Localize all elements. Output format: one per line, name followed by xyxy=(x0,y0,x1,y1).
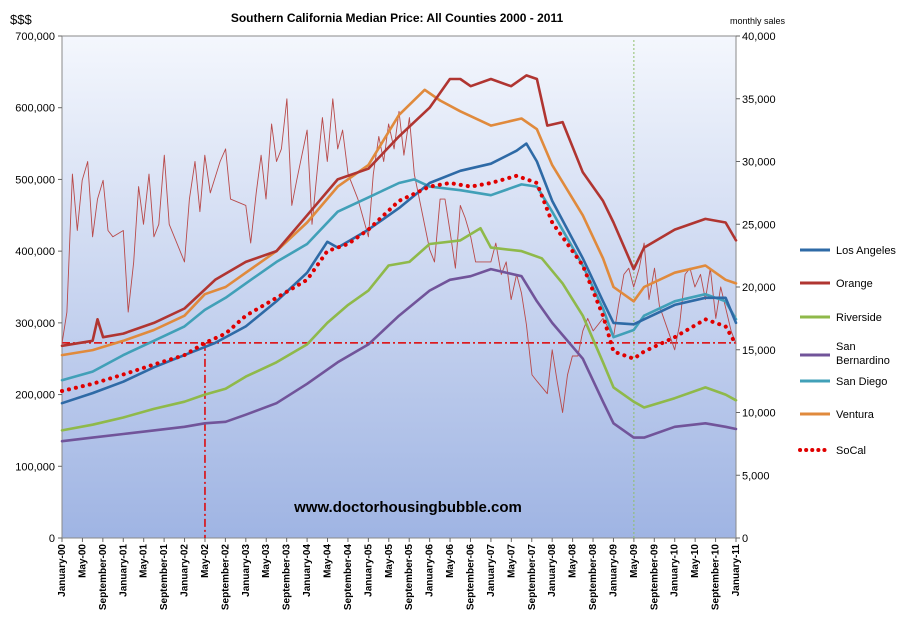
legend: Los Angeles Orange Riverside San Bernardino S… xyxy=(798,245,896,457)
legend-label: Ventura xyxy=(836,409,875,421)
x-tick-label: May-05 xyxy=(384,544,395,578)
legend-label: Riverside xyxy=(836,312,882,324)
left-tick-label: 100,000 xyxy=(15,461,55,473)
x-tick-label: May-03 xyxy=(261,544,272,578)
x-tick-label: May-07 xyxy=(506,544,517,578)
x-tick-label: May-01 xyxy=(139,544,150,578)
series-layer xyxy=(60,74,738,443)
x-tick-label: September-02 xyxy=(220,544,231,611)
right-tick-label: 0 xyxy=(742,533,748,545)
x-tick-label: September-06 xyxy=(465,544,476,611)
x-tick-label: May-08 xyxy=(568,544,579,578)
x-tick-label: September-08 xyxy=(588,544,599,611)
x-axis: January-00 May-00 September-00 January-01 Ma… xyxy=(57,538,742,610)
x-tick-label: January-01 xyxy=(118,544,129,597)
right-tick-label: 10,000 xyxy=(742,408,776,420)
x-tick-label: January-06 xyxy=(425,544,436,597)
x-tick-label: January-07 xyxy=(486,544,497,597)
series-line-orange xyxy=(60,74,738,348)
x-tick-label: September-07 xyxy=(527,544,538,611)
plot-area xyxy=(61,35,737,539)
x-tick-label: May-04 xyxy=(323,544,334,578)
x-tick-label: September-10 xyxy=(711,544,722,611)
left-axis-label: $$$ xyxy=(10,12,32,27)
legend-label: San Diego xyxy=(836,376,887,388)
left-y-axis: 0 100,000 200,000 300,000 400,000 500,000 600,… xyxy=(15,31,62,545)
x-tick-label: January-09 xyxy=(608,544,619,597)
x-tick-label: May-09 xyxy=(629,544,640,578)
left-tick-label: 400,000 xyxy=(15,246,55,258)
right-tick-label: 35,000 xyxy=(742,94,776,106)
x-tick-label: January-02 xyxy=(180,544,191,597)
watermark-url: www.doctorhousingbubble.com xyxy=(293,499,522,516)
left-tick-label: 700,000 xyxy=(15,31,55,43)
x-tick-label: January-03 xyxy=(241,544,252,597)
x-tick-label: May-00 xyxy=(77,544,88,578)
x-tick-label: May-06 xyxy=(445,544,456,578)
x-tick-label: September-04 xyxy=(343,544,354,611)
legend-label: Los Angeles xyxy=(836,245,896,257)
legend-label: Bernardino xyxy=(836,355,890,367)
x-tick-label: January-10 xyxy=(670,544,681,597)
x-tick-label: May-02 xyxy=(200,544,211,578)
series-line-ventura xyxy=(60,88,738,357)
legend-label: San xyxy=(836,341,856,353)
right-tick-label: 15,000 xyxy=(742,345,776,357)
right-tick-label: 5,000 xyxy=(742,470,770,482)
right-y-axis: 0 5,000 10,000 15,000 20,000 25,000 30,000 35,0… xyxy=(736,31,776,545)
x-tick-label: September-01 xyxy=(159,544,170,611)
legend-label: SoCal xyxy=(836,445,866,457)
series-line-los-angeles xyxy=(60,142,738,405)
right-axis-label: monthly sales xyxy=(730,16,786,26)
x-tick-label: September-09 xyxy=(649,544,660,611)
left-tick-label: 500,000 xyxy=(15,174,55,186)
right-tick-label: 20,000 xyxy=(742,282,776,294)
series-line-san-diego xyxy=(60,178,738,382)
right-tick-label: 25,000 xyxy=(742,219,776,231)
series-line-san-bernardino xyxy=(60,267,738,443)
series-line-socal xyxy=(60,173,738,393)
x-tick-label: January-08 xyxy=(547,544,558,597)
right-tick-label: 40,000 xyxy=(742,31,776,43)
x-tick-label: September-05 xyxy=(404,544,415,611)
x-tick-label: May-10 xyxy=(690,544,701,578)
x-tick-label: September-00 xyxy=(98,544,109,611)
x-tick-label: January-05 xyxy=(363,544,374,597)
x-tick-label: January-04 xyxy=(302,544,313,597)
series-line-monthly-sales xyxy=(61,98,737,413)
right-tick-label: 30,000 xyxy=(742,157,776,169)
reference-lines xyxy=(62,40,736,538)
x-tick-label: January-11 xyxy=(731,544,742,597)
left-tick-label: 300,000 xyxy=(15,318,55,330)
chart-title: Southern California Median Price: All Co… xyxy=(231,11,564,25)
legend-label: Orange xyxy=(836,278,873,290)
x-tick-label: January-00 xyxy=(57,544,68,597)
series-line-riverside xyxy=(60,226,738,432)
left-tick-label: 0 xyxy=(49,533,55,545)
left-tick-label: 200,000 xyxy=(15,390,55,402)
left-tick-label: 600,000 xyxy=(15,103,55,115)
x-tick-label: September-03 xyxy=(282,544,293,611)
